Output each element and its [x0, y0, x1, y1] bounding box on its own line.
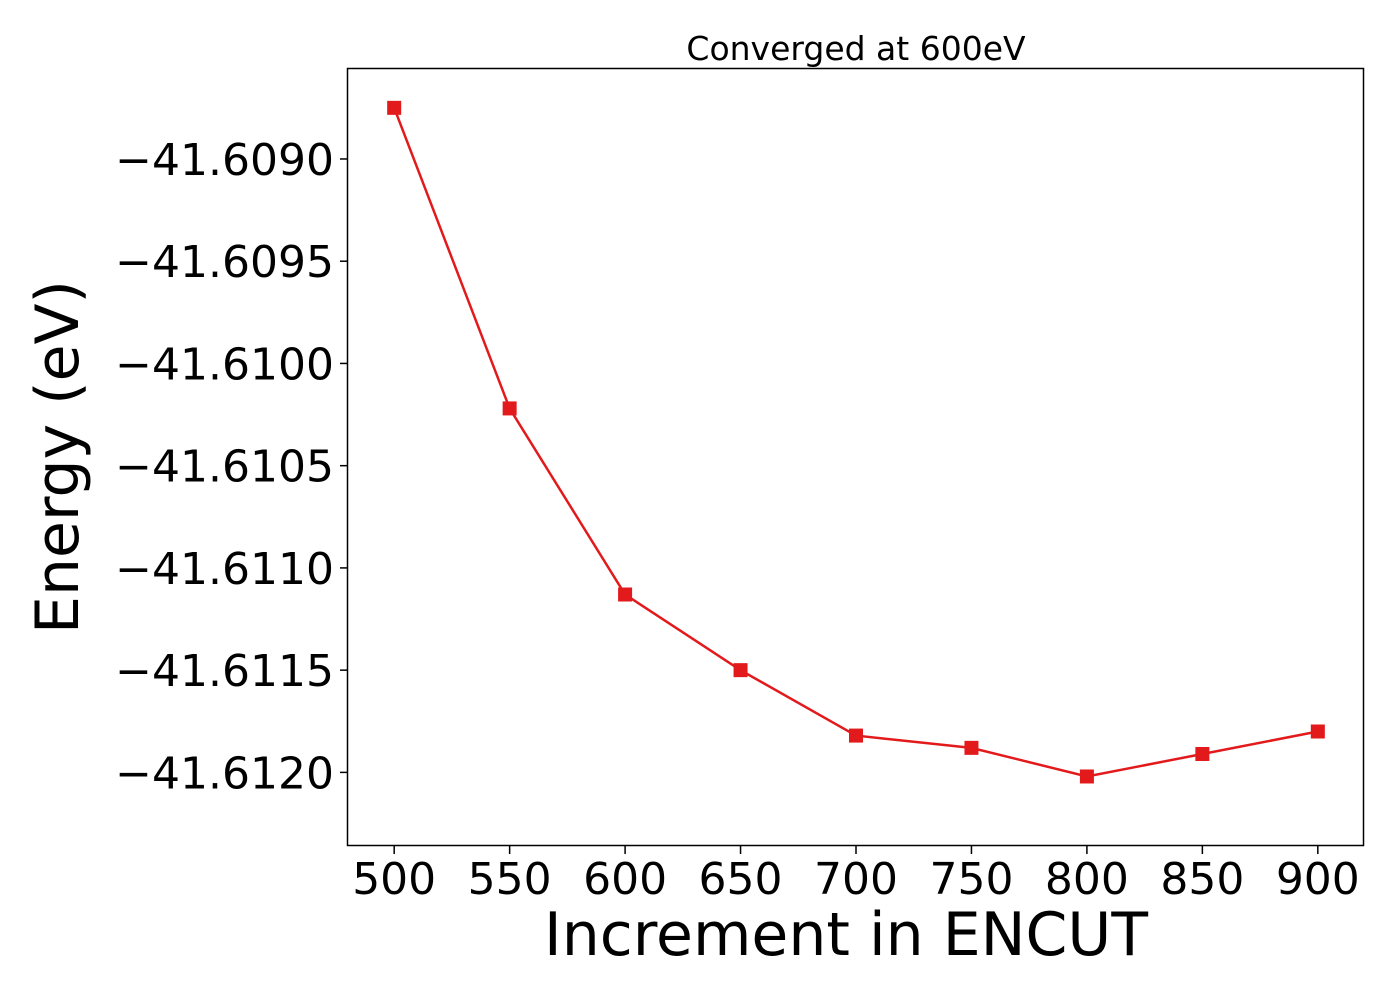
y-tick-label: −41.6120: [115, 748, 334, 799]
x-axis-ticks: 500 550 600 650 700 750 800 850 900: [352, 846, 1360, 905]
x-tick-label: 700: [814, 854, 898, 905]
x-tick-label: 750: [929, 854, 1013, 905]
data-point-marker: [733, 663, 748, 678]
plot-area: [387, 100, 1325, 784]
y-tick-label: −41.6090: [115, 135, 334, 186]
x-tick-label: 500: [352, 854, 436, 905]
x-tick-label: 850: [1160, 854, 1244, 905]
plot-frame: [346, 67, 1365, 847]
data-point-marker: [1079, 769, 1094, 784]
data-point-marker: [1310, 724, 1325, 739]
x-tick-label: 800: [1045, 854, 1129, 905]
chart-title: Converged at 600eV: [686, 29, 1026, 68]
y-tick-label: −41.6105: [115, 442, 334, 493]
x-tick-label: 900: [1276, 854, 1360, 905]
series-line: [393, 107, 1319, 778]
y-tick-label: −41.6115: [115, 646, 334, 697]
y-tick-label: −41.6110: [115, 544, 334, 595]
x-tick-label: 650: [699, 854, 783, 905]
data-point-marker: [387, 100, 402, 115]
y-tick-label: −41.6100: [115, 339, 334, 390]
y-axis-ticks: −41.6090 −41.6095 −41.6100 −41.6105 −41.6110…: [115, 135, 348, 799]
y-axis-label: Energy (eV): [23, 280, 93, 634]
data-point-marker: [1195, 746, 1210, 761]
data-point-marker: [618, 587, 633, 602]
y-tick-label: −41.6095: [115, 237, 334, 288]
x-axis-label: Increment in ENCUT: [544, 900, 1148, 970]
x-tick-label: 600: [583, 854, 667, 905]
data-point-marker: [849, 728, 863, 743]
data-point-marker: [502, 401, 517, 416]
data-point-marker: [964, 740, 979, 755]
x-tick-label: 550: [468, 854, 552, 905]
